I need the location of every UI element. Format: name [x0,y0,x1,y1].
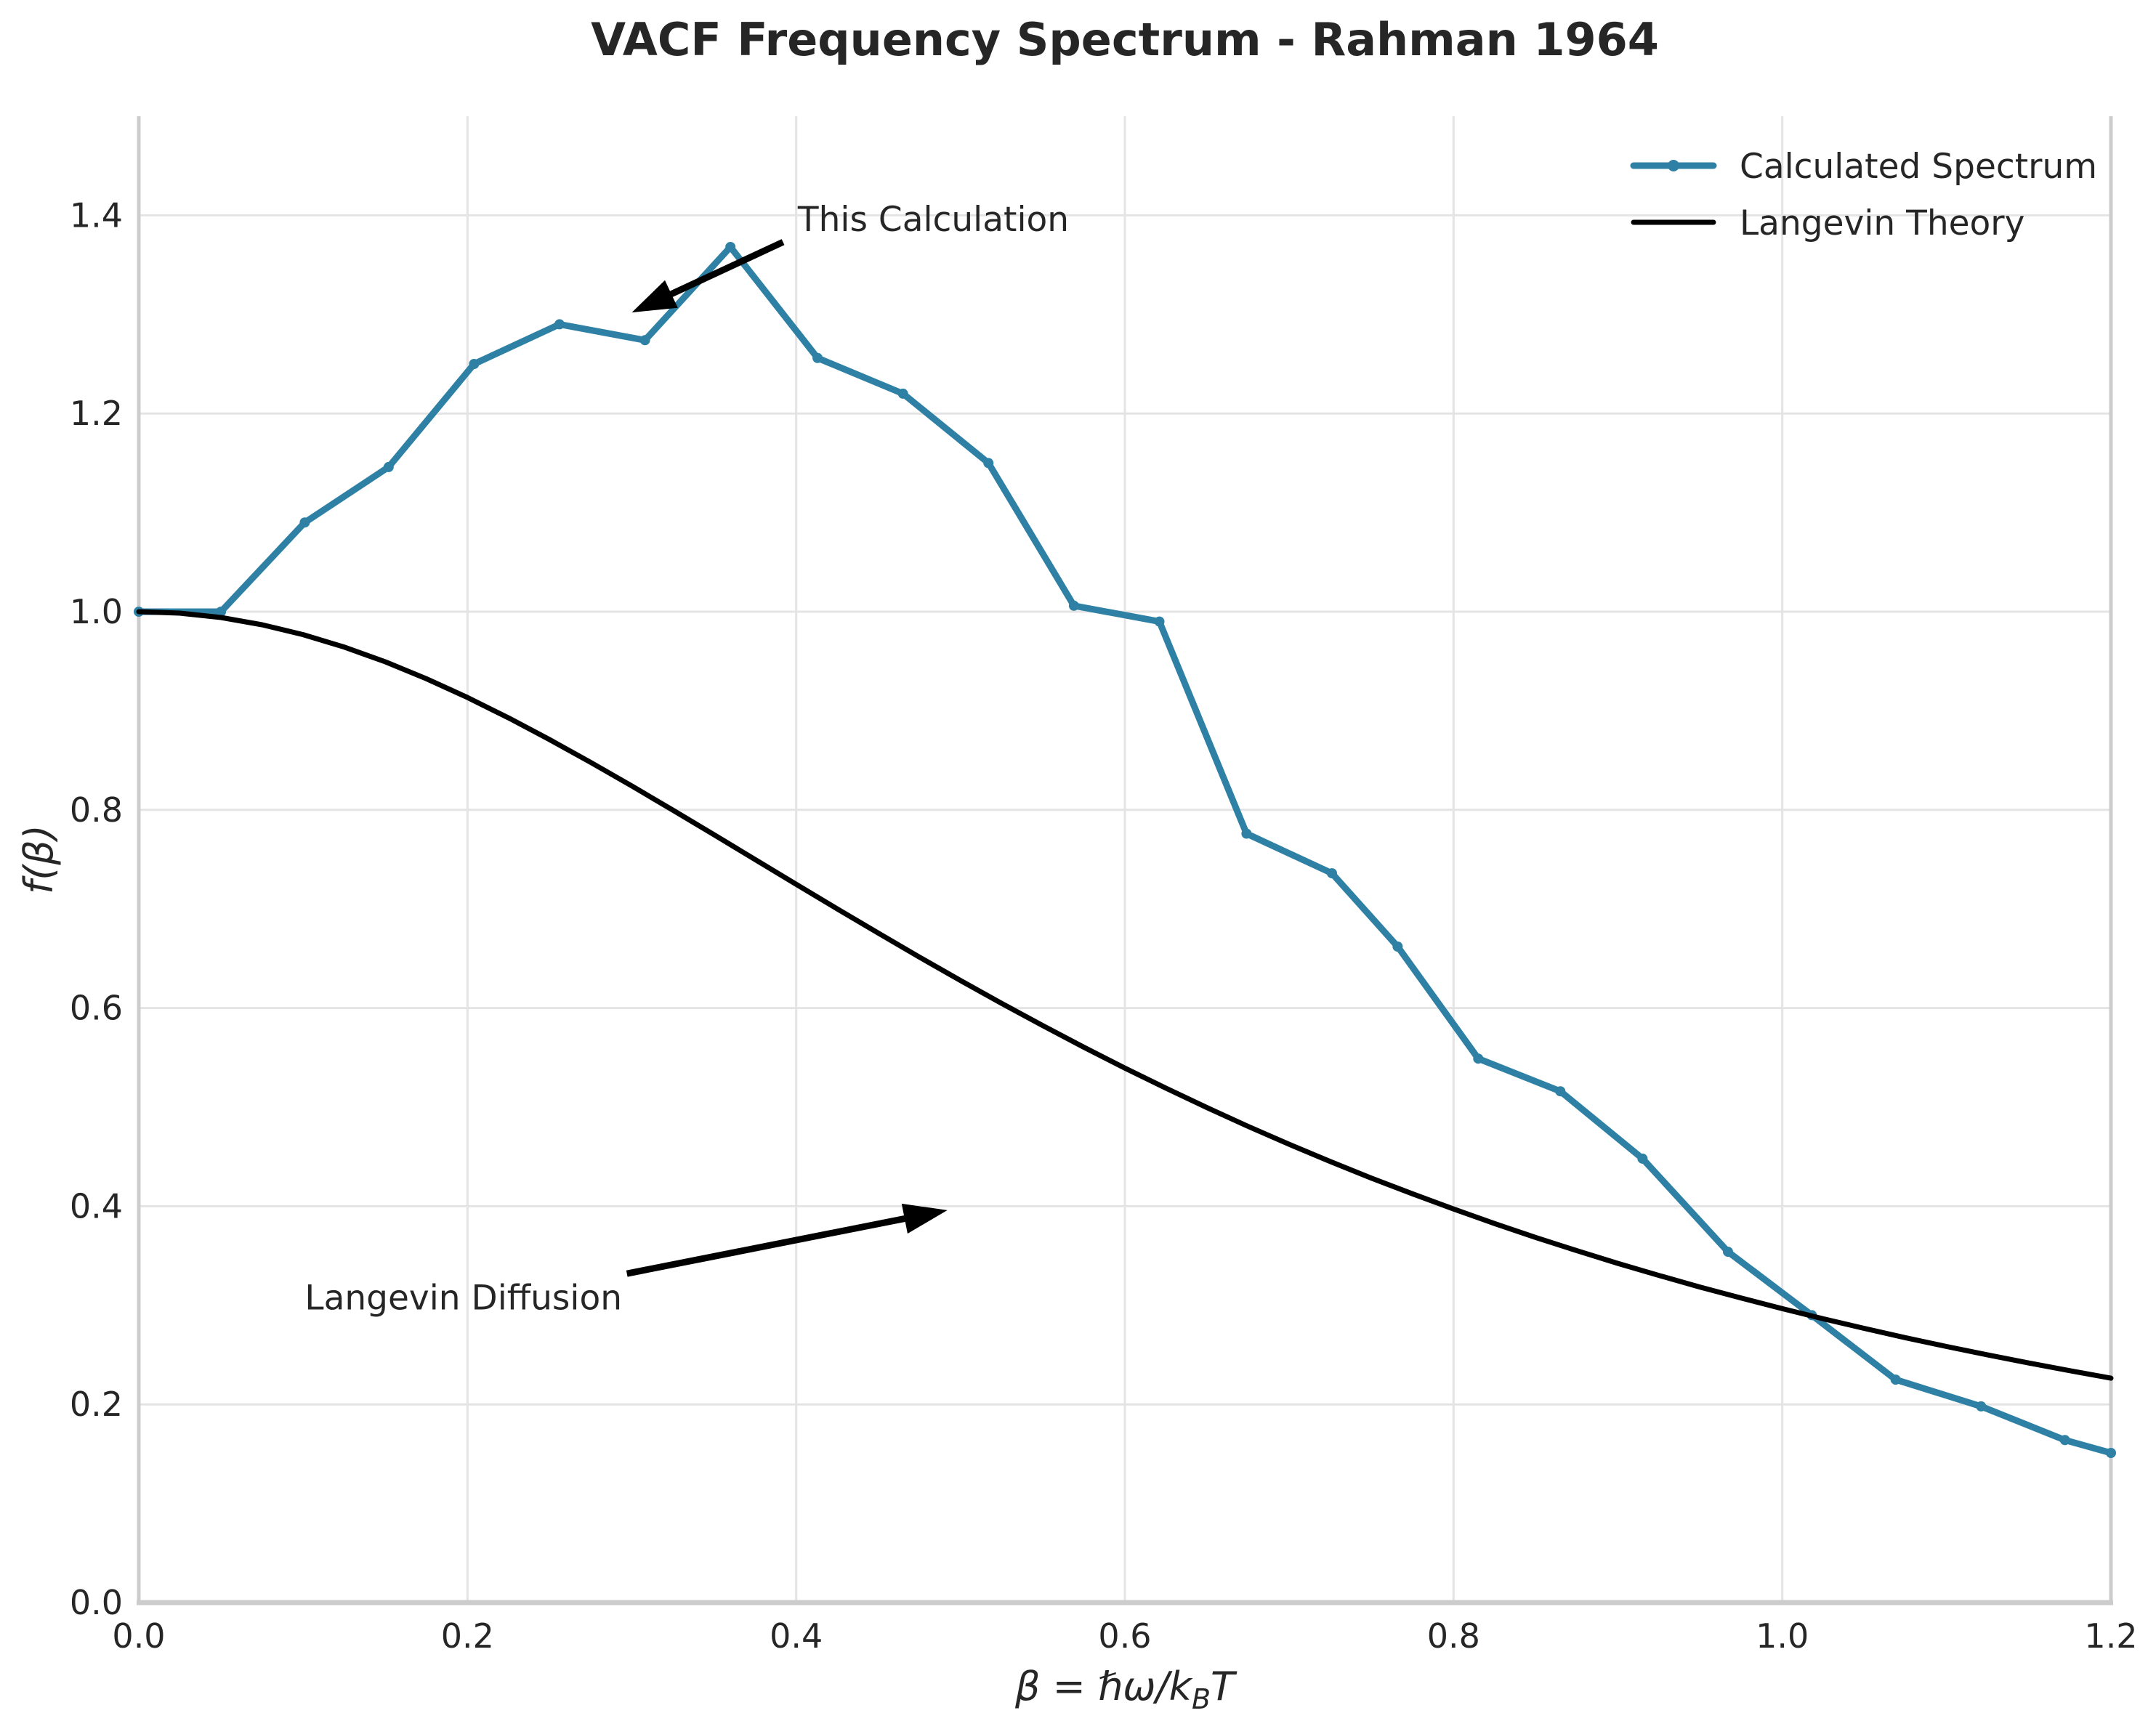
data-point-marker [1723,1247,1733,1258]
data-point-marker [1068,600,1079,611]
x-axis-label-lead: β = ℏω/k [1014,1664,1194,1709]
data-point-marker [725,242,736,252]
grid-layer [139,116,2112,1603]
data-point-marker [1154,616,1165,627]
annotation-arrow-line [664,239,785,300]
data-point-marker [1327,868,1337,879]
y-tick-label: 0.6 [70,989,123,1028]
data-point-marker [299,517,310,528]
x-axis-label: β = ℏω/kBT [1014,1664,1238,1715]
annotation-arrow-head [901,1203,948,1234]
data-point-marker [1241,828,1252,839]
tick-labels: 0.0 0.2 0.4 0.6 0.8 1.0 1.2 0.0 0.2 0.4 0.6 0.8 1.0 1… [70,195,2138,1656]
data-point-marker [812,352,823,363]
annotation-this-calculation: This Calculation [797,200,1069,240]
series-layer [134,242,2116,1458]
data-point-marker [1637,1153,1648,1164]
data-point-marker [469,359,480,369]
data-point-marker [897,388,908,399]
data-point-marker [1555,1086,1566,1097]
y-tick-label: 0.0 [70,1583,123,1622]
data-point-marker [1392,942,1403,952]
x-axis-label-subscript: B [1192,1683,1211,1715]
axes-spines [137,116,2113,1605]
y-axis-label: f(β) [16,825,62,894]
data-point-marker [1976,1401,1987,1412]
annotation-arrow-head [631,280,678,313]
y-tick-label: 0.2 [70,1385,123,1424]
x-tick-label: 1.2 [2084,1616,2137,1656]
legend: Calculated Spectrum Langevin Theory [1630,147,2097,243]
data-point-marker [2059,1435,2070,1446]
data-point-marker [554,319,565,330]
series-line-langevin-theory [136,609,2114,1381]
x-tick-label: 0.6 [1098,1616,1151,1656]
x-tick-label: 1.0 [1756,1616,1809,1656]
y-tick-label: 0.8 [70,790,123,830]
data-point-marker [639,335,650,346]
chart-title: VACF Frequency Spectrum - Rahman 1964 [591,13,1659,66]
annotation-arrow-line [626,1214,911,1277]
y-tick-label: 1.4 [70,195,123,235]
data-point-marker [1473,1053,1484,1064]
legend-marker-calculated-spectrum [1668,160,1679,171]
data-point-marker [2106,1448,2116,1458]
annotation-layer [626,239,948,1277]
data-point-marker [383,461,394,472]
annotation-langevin-diffusion: Langevin Diffusion [304,1278,622,1318]
x-axis-label-tail: T [1211,1664,1238,1709]
legend-label-langevin-theory: Langevin Theory [1740,203,2024,243]
data-point-marker [983,458,994,469]
legend-label-calculated-spectrum: Calculated Spectrum [1740,147,2097,187]
x-tick-label: 0.8 [1427,1616,1480,1656]
x-tick-label: 0.0 [112,1616,165,1656]
y-tick-label: 1.2 [70,394,123,433]
data-point-marker [216,607,227,617]
y-tick-label: 0.4 [70,1186,123,1226]
x-tick-label: 0.4 [770,1616,823,1656]
y-tick-label: 1.0 [70,592,123,631]
data-point-marker [1890,1374,1901,1385]
x-tick-label: 0.2 [441,1616,494,1656]
